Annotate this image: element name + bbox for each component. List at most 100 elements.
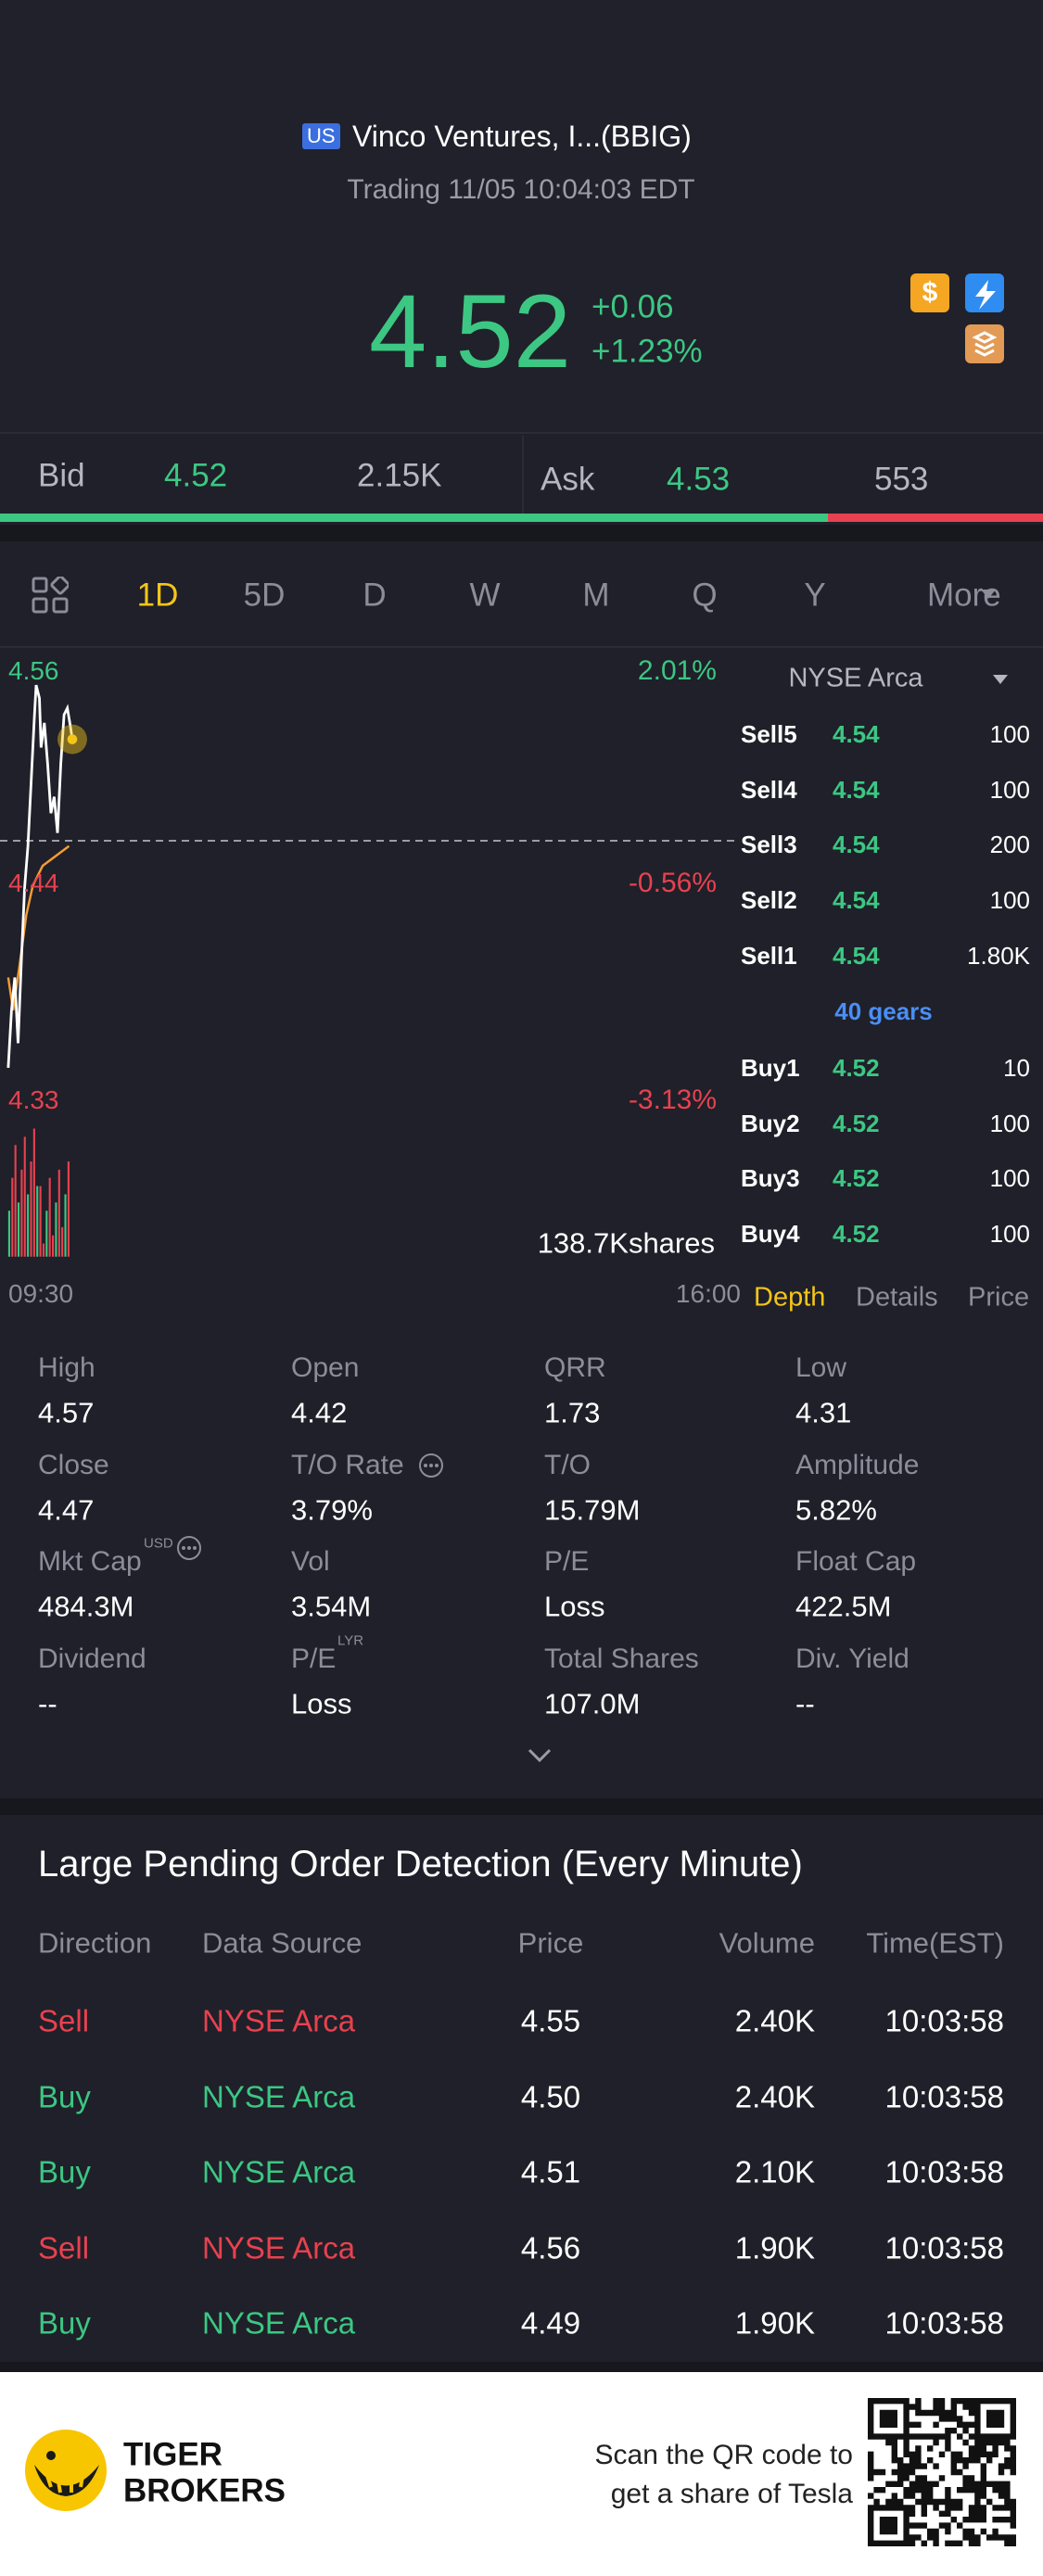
expand-chevron[interactable]	[526, 1746, 553, 1765]
stat-label: Mkt Cap	[38, 1546, 142, 1578]
orders-title: Large Pending Order Detection (Every Min…	[38, 1844, 803, 1884]
period-tab[interactable]: Y	[804, 577, 826, 614]
depth-tab[interactable]: Depth	[754, 1282, 826, 1313]
volume-bar	[51, 1235, 55, 1257]
volume-bar	[61, 1226, 64, 1257]
orders-cell: NYSE Arca	[202, 2079, 356, 2113]
stat-value: 3.79%	[291, 1493, 373, 1527]
orders-cell: Buy	[38, 2079, 91, 2113]
volume-bar	[48, 1177, 51, 1257]
volume-bar	[32, 1128, 35, 1257]
stat-value: 1.73	[544, 1396, 601, 1429]
volume-bar	[23, 1136, 26, 1257]
volume-bar	[14, 1145, 17, 1257]
stat-value: Loss	[291, 1687, 352, 1720]
depth-qty: 100	[989, 775, 1030, 804]
dropdown-arrow	[981, 590, 996, 599]
chart-high-pct: 2.01%	[637, 655, 717, 686]
stat-value: 3.54M	[291, 1590, 372, 1623]
info-icon[interactable]	[175, 1534, 203, 1562]
stat-value: 484.3M	[38, 1590, 134, 1623]
depth-exchange[interactable]: NYSE Arca	[788, 663, 923, 693]
orders-cell: 10:03:58	[884, 2154, 1004, 2189]
period-tab[interactable]: 5D	[243, 577, 286, 614]
stat-label: Amplitude	[795, 1449, 920, 1480]
volume-bar	[39, 1186, 42, 1257]
depth-qty: 100	[989, 1109, 1030, 1137]
volume-bar	[30, 1161, 32, 1257]
depth-level: Sell5	[741, 720, 797, 748]
stat-label: High	[38, 1352, 95, 1383]
stat-label: QRR	[544, 1352, 606, 1383]
period-tab[interactable]: Q	[692, 577, 718, 614]
orders-cell: 4.51	[520, 2154, 581, 2189]
orders-cell: NYSE Arca	[202, 2230, 356, 2265]
depth-qty: 200	[989, 831, 1030, 859]
dropdown-arrow[interactable]	[992, 674, 1009, 685]
stat-value: 15.79M	[544, 1493, 641, 1527]
orders-cell: 10:03:58	[884, 2305, 1004, 2341]
volume-bar	[11, 1177, 14, 1257]
volume-bar	[55, 1202, 57, 1257]
stat-label: Div. Yield	[795, 1643, 909, 1674]
volume-bar	[20, 1169, 23, 1257]
chart-end-time: 16:00	[675, 1279, 741, 1308]
chart-mid-pct: -0.56%	[628, 868, 717, 898]
orders-cell: 10:03:58	[884, 2003, 1004, 2038]
ask-bar	[828, 514, 1043, 522]
period-tab[interactable]: D	[363, 577, 387, 614]
period-tab[interactable]: M	[582, 577, 610, 614]
stat-value: --	[38, 1687, 57, 1720]
orders-cell: 4.56	[520, 2230, 581, 2265]
period-tab[interactable]: 1D	[136, 577, 179, 614]
orders-cell: Buy	[38, 2305, 91, 2341]
depth-qty: 100	[989, 720, 1030, 748]
ask-label: Ask	[541, 461, 595, 498]
depth-level: Sell3	[741, 831, 797, 859]
volume-bar	[57, 1169, 60, 1257]
info-icon[interactable]	[417, 1452, 445, 1479]
depth-price: 4.54	[833, 775, 880, 804]
stat-label: Float Cap	[795, 1546, 917, 1578]
volume-bar	[42, 1243, 45, 1257]
volume-bar	[17, 1202, 20, 1257]
stat-label: Vol	[291, 1546, 330, 1578]
stat-label: Open	[291, 1352, 360, 1383]
volume-bar	[36, 1186, 39, 1257]
bid-price: 4.52	[164, 457, 228, 494]
orders-column-header: Price	[517, 1926, 584, 1960]
orders-cell: 1.90K	[734, 2305, 815, 2341]
orders-cell: 2.40K	[734, 2079, 815, 2113]
divider	[0, 1798, 1043, 1815]
stat-value: Loss	[544, 1590, 605, 1623]
layout-icon[interactable]	[32, 577, 69, 614]
stat-label: T/O Rate	[291, 1449, 404, 1480]
stat-label: P/E	[544, 1546, 590, 1578]
brand-name: BROKERS	[123, 2472, 286, 2509]
depth-qty: 100	[989, 886, 1030, 915]
chart-mid: 4.44	[8, 869, 59, 897]
divider	[0, 646, 1043, 648]
orders-cell: 4.49	[520, 2305, 581, 2341]
period-tab[interactable]: W	[469, 577, 501, 614]
orders-cell: 4.55	[520, 2003, 581, 2038]
orders-column-header: Direction	[38, 1926, 152, 1960]
stat-label: Total Shares	[544, 1643, 699, 1674]
depth-level: Sell2	[741, 886, 797, 915]
orders-cell: 2.10K	[734, 2154, 815, 2189]
depth-price: 4.54	[833, 720, 880, 748]
chart-low-pct: -3.13%	[628, 1085, 717, 1115]
qr-modules	[868, 2398, 1016, 2546]
orders-cell: 10:03:58	[884, 2079, 1004, 2113]
tiger-logo	[25, 2430, 107, 2511]
bid-size: 2.15K	[357, 457, 442, 494]
depth-tab[interactable]: Details	[856, 1282, 938, 1313]
orders-cell: Sell	[38, 2230, 90, 2265]
depth-tab[interactable]: Price	[968, 1282, 1030, 1313]
bid-bar	[0, 514, 828, 522]
stat-value: 4.47	[38, 1493, 95, 1527]
depth-price: 4.54	[833, 941, 880, 970]
depth-level: Buy3	[741, 1164, 800, 1193]
orders-cell: 10:03:58	[884, 2230, 1004, 2265]
